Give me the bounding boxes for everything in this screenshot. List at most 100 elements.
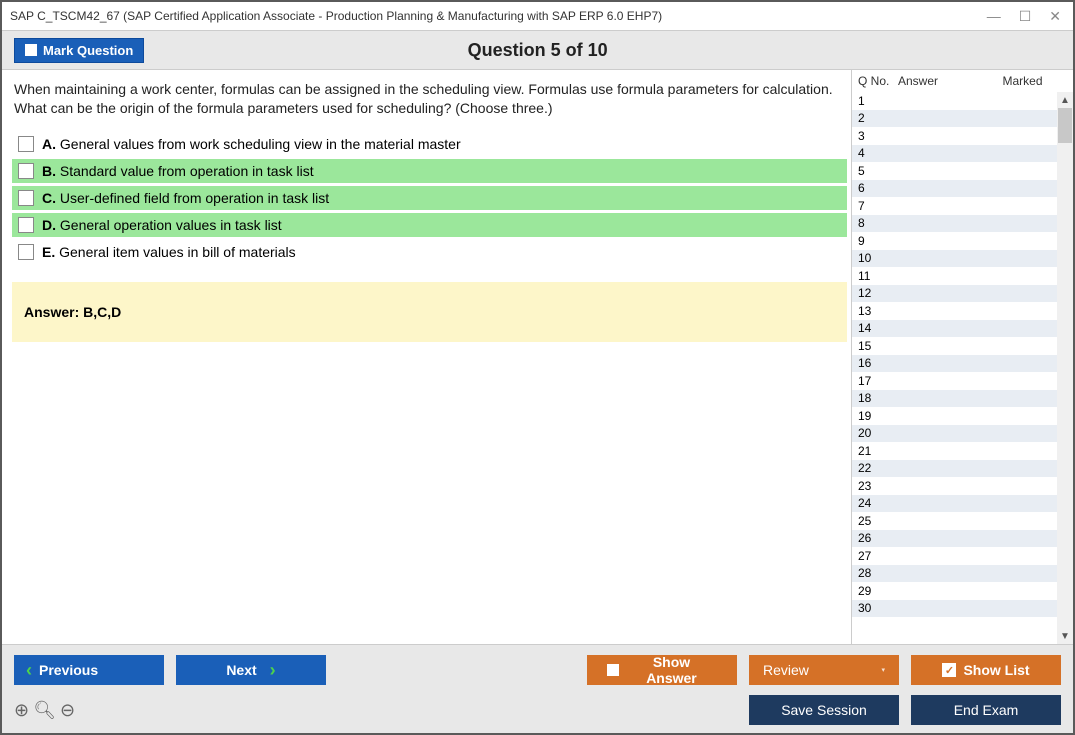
- option-text: D. General operation values in task list: [42, 217, 282, 233]
- qlist-body[interactable]: 1234567891011121314151617181920212223242…: [852, 92, 1073, 644]
- qlist-number: 27: [858, 549, 898, 563]
- qlist-number: 22: [858, 461, 898, 475]
- option-row[interactable]: D. General operation values in task list: [12, 213, 847, 237]
- qlist-row[interactable]: 25: [852, 512, 1073, 530]
- option-row[interactable]: C. User-defined field from operation in …: [12, 186, 847, 210]
- qlist-row[interactable]: 9: [852, 232, 1073, 250]
- option-row[interactable]: A. General values from work scheduling v…: [12, 132, 847, 156]
- save-session-button[interactable]: Save Session: [749, 695, 899, 725]
- option-checkbox[interactable]: [18, 163, 34, 179]
- qlist-number: 12: [858, 286, 898, 300]
- qlist-row[interactable]: 3: [852, 127, 1073, 145]
- option-row[interactable]: E. General item values in bill of materi…: [12, 240, 847, 264]
- previous-button[interactable]: Previous: [14, 655, 164, 685]
- qlist-number: 5: [858, 164, 898, 178]
- qlist-row[interactable]: 4: [852, 145, 1073, 163]
- option-checkbox[interactable]: [18, 136, 34, 152]
- zoom-search-icon[interactable]: 🔍︎: [33, 700, 56, 721]
- option-text: E. General item values in bill of materi…: [42, 244, 296, 260]
- qlist-row[interactable]: 14: [852, 320, 1073, 338]
- scroll-down-icon[interactable]: ▼: [1057, 628, 1073, 644]
- qlist-number: 28: [858, 566, 898, 580]
- qlist-number: 24: [858, 496, 898, 510]
- qlist-row[interactable]: 22: [852, 460, 1073, 478]
- qlist-row[interactable]: 30: [852, 600, 1073, 618]
- save-session-label: Save Session: [781, 702, 867, 718]
- qlist-row[interactable]: 12: [852, 285, 1073, 303]
- scrollbar[interactable]: ▲ ▼: [1057, 92, 1073, 644]
- option-checkbox[interactable]: [18, 217, 34, 233]
- qlist-row[interactable]: 24: [852, 495, 1073, 513]
- qlist-row[interactable]: 13: [852, 302, 1073, 320]
- qlist-row[interactable]: 17: [852, 372, 1073, 390]
- qlist-row[interactable]: 1: [852, 92, 1073, 110]
- qlist-row[interactable]: 7: [852, 197, 1073, 215]
- footer-row-1: Previous Next Show Answer Review ✓ Show …: [14, 655, 1061, 685]
- end-exam-button[interactable]: End Exam: [911, 695, 1061, 725]
- zoom-out-icon[interactable]: ⊖: [60, 700, 75, 721]
- check-icon: ✓: [942, 663, 956, 677]
- qlist-row[interactable]: 11: [852, 267, 1073, 285]
- qlist-row[interactable]: 16: [852, 355, 1073, 373]
- qlist-number: 20: [858, 426, 898, 440]
- qlist-number: 25: [858, 514, 898, 528]
- qlist-row[interactable]: 15: [852, 337, 1073, 355]
- show-list-label: Show List: [963, 662, 1029, 678]
- main-area: When maintaining a work center, formulas…: [2, 70, 1073, 644]
- qlist-row[interactable]: 10: [852, 250, 1073, 268]
- maximize-icon[interactable]: ☐: [1019, 8, 1032, 25]
- qlist-number: 6: [858, 181, 898, 195]
- app-window: SAP C_TSCM42_67 (SAP Certified Applicati…: [0, 0, 1075, 735]
- qlist-number: 3: [858, 129, 898, 143]
- qlist-number: 18: [858, 391, 898, 405]
- qlist-number: 16: [858, 356, 898, 370]
- qlist-number: 14: [858, 321, 898, 335]
- close-icon[interactable]: ✕: [1049, 8, 1061, 25]
- titlebar: SAP C_TSCM42_67 (SAP Certified Applicati…: [2, 2, 1073, 30]
- option-checkbox[interactable]: [18, 244, 34, 260]
- qlist-row[interactable]: 23: [852, 477, 1073, 495]
- scroll-thumb[interactable]: [1058, 108, 1072, 143]
- qlist-number: 23: [858, 479, 898, 493]
- qlist-number: 4: [858, 146, 898, 160]
- qlist-number: 15: [858, 339, 898, 353]
- qlist-number: 7: [858, 199, 898, 213]
- show-list-button[interactable]: ✓ Show List: [911, 655, 1061, 685]
- qlist-number: 10: [858, 251, 898, 265]
- minimize-icon[interactable]: —: [987, 8, 1001, 25]
- qlist-number: 29: [858, 584, 898, 598]
- qlist-row[interactable]: 29: [852, 582, 1073, 600]
- qlist-row[interactable]: 18: [852, 390, 1073, 408]
- header-bar: Mark Question Question 5 of 10: [2, 30, 1073, 70]
- option-checkbox[interactable]: [18, 190, 34, 206]
- review-dropdown[interactable]: Review: [749, 655, 899, 685]
- next-button[interactable]: Next: [176, 655, 326, 685]
- scroll-up-icon[interactable]: ▲: [1057, 92, 1073, 108]
- question-text: When maintaining a work center, formulas…: [12, 80, 847, 118]
- window-controls: — ☐ ✕: [987, 8, 1067, 25]
- option-row[interactable]: B. Standard value from operation in task…: [12, 159, 847, 183]
- qlist-row[interactable]: 26: [852, 530, 1073, 548]
- zoom-reset-icon[interactable]: ⊕: [14, 700, 29, 721]
- qlist-row[interactable]: 21: [852, 442, 1073, 460]
- qlist-number: 2: [858, 111, 898, 125]
- col-qno: Q No.: [858, 74, 898, 88]
- option-text: A. General values from work scheduling v…: [42, 136, 461, 152]
- option-text: C. User-defined field from operation in …: [42, 190, 329, 206]
- qlist-row[interactable]: 6: [852, 180, 1073, 198]
- qlist-row[interactable]: 19: [852, 407, 1073, 425]
- qlist-row[interactable]: 5: [852, 162, 1073, 180]
- zoom-controls: ⊕ 🔍︎ ⊖: [14, 700, 75, 721]
- qlist-row[interactable]: 20: [852, 425, 1073, 443]
- show-answer-button[interactable]: Show Answer: [587, 655, 737, 685]
- question-counter: Question 5 of 10: [14, 40, 1061, 61]
- col-answer: Answer: [898, 74, 978, 88]
- previous-label: Previous: [39, 662, 98, 678]
- qlist-number: 11: [858, 269, 898, 283]
- qlist-row[interactable]: 28: [852, 565, 1073, 583]
- qlist-row[interactable]: 27: [852, 547, 1073, 565]
- show-answer-label: Show Answer: [626, 654, 717, 686]
- qlist-row[interactable]: 8: [852, 215, 1073, 233]
- qlist-row[interactable]: 2: [852, 110, 1073, 128]
- qlist-number: 13: [858, 304, 898, 318]
